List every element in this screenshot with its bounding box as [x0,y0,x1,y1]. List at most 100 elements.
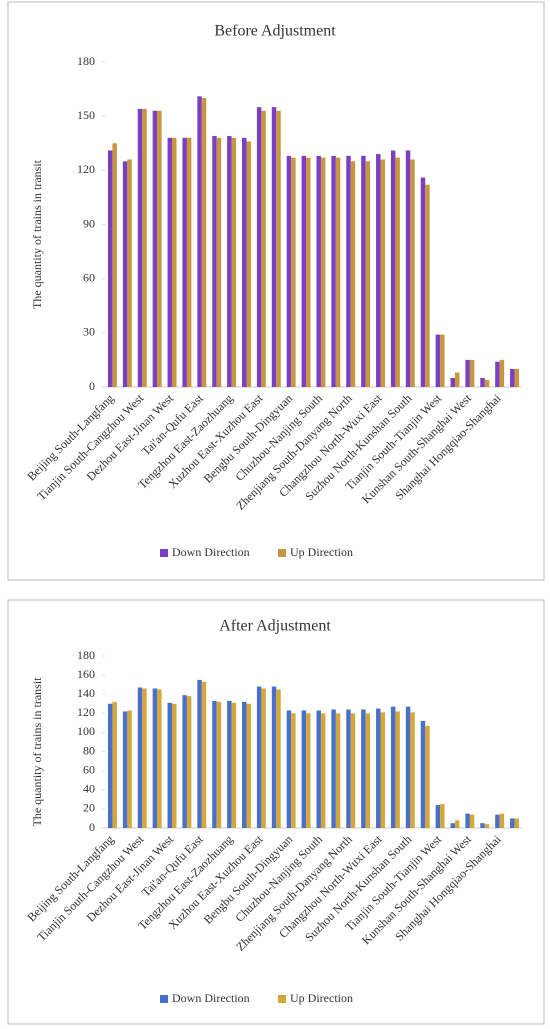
bar [450,377,455,387]
bar [276,110,281,387]
bar [435,805,441,828]
y-tick-label: 150 [77,108,95,122]
bar [420,720,426,828]
bar [201,98,207,387]
bar [395,711,400,828]
bar [112,701,117,828]
bar [410,159,415,387]
bar [361,709,366,828]
y-tick-label: 60 [83,270,95,284]
bar [242,701,247,828]
bar [405,150,411,387]
bar [316,710,321,828]
y-tick-label: 120 [77,162,95,176]
bar [454,820,460,828]
legend-label: Up Direction [290,991,353,1005]
bar [197,679,202,828]
bar [450,823,455,828]
bar [216,137,222,387]
bar [152,110,158,387]
bar [420,177,426,387]
bar [376,154,381,387]
legend-swatch [160,549,168,557]
bar [271,107,277,387]
bar [137,108,143,387]
bar [186,137,192,387]
bar [122,161,128,387]
bar [499,813,505,828]
legend-label: Down Direction [172,545,250,559]
y-tick-label: 160 [77,667,95,681]
bar [510,818,515,828]
bar [122,711,128,828]
bar [365,713,371,828]
bar [335,157,341,387]
bar [172,703,177,828]
bar [454,372,460,387]
bar [167,137,173,387]
y-tick-label: 0 [89,379,95,393]
y-axis-title: The quantity of trains in transit [30,677,44,827]
bar [242,137,247,387]
bar [346,709,351,828]
bar [410,712,415,828]
bar [137,687,143,828]
bar [376,708,381,828]
bar [227,136,232,387]
bar [231,137,237,387]
bar [380,712,385,828]
bar [157,110,162,387]
y-tick-label: 140 [77,686,95,700]
y-tick-label: 0 [89,820,95,834]
bar [107,150,113,387]
bar [465,813,470,828]
legend-swatch [160,995,168,1003]
bar [231,702,237,828]
y-tick-label: 80 [83,743,95,757]
bar [469,359,475,387]
bar [480,377,485,387]
bar [480,823,485,828]
bar [306,157,311,387]
bar [484,824,490,828]
bar [212,700,217,828]
bar [440,334,445,387]
bar [346,155,351,387]
bar [510,368,515,387]
bar [201,681,207,828]
bar [107,703,113,828]
bar [212,136,217,387]
bar [216,701,222,828]
bar [182,695,187,828]
bar [286,155,292,387]
bar [182,137,187,387]
bar [316,155,321,387]
y-tick-label: 180 [77,648,95,662]
bar [350,161,356,387]
bar [469,814,475,828]
y-tick-label: 100 [77,724,95,738]
bar [335,713,341,828]
bar [256,686,262,828]
bar [127,710,132,828]
bar [331,709,336,828]
chart-frame [7,1,545,581]
bar [301,155,307,387]
bar [112,143,117,387]
chart-title: Before Adjustment [214,23,336,40]
legend-label: Down Direction [172,991,250,1005]
bar [261,688,266,828]
y-tick-label: 120 [77,705,95,719]
bar [142,688,147,828]
bar [425,725,430,828]
bar [331,155,336,387]
bar [157,689,162,828]
bar [291,157,296,387]
bar [276,689,281,828]
bar [261,110,266,387]
bar [350,713,356,828]
bar [286,710,292,828]
legend-swatch [278,995,286,1003]
bar [152,688,158,828]
